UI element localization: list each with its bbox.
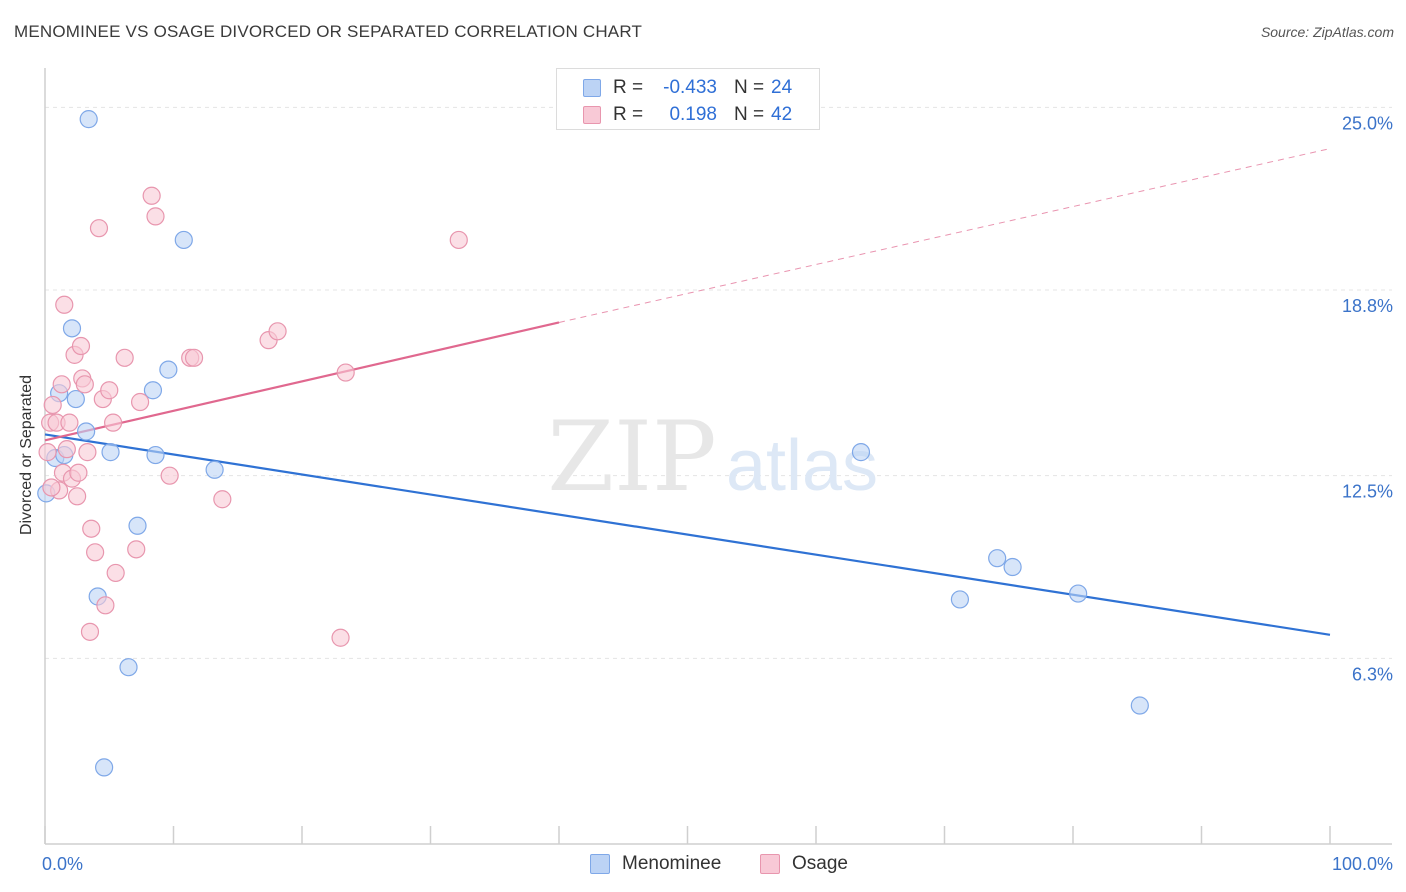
- y-tick-label: 25.0%: [1342, 113, 1393, 133]
- legend-swatch-osage: [760, 854, 780, 874]
- point-osage: [52, 375, 71, 394]
- point-menominee: [1130, 696, 1149, 715]
- menominee-n-value: 24: [771, 77, 793, 98]
- point-osage: [89, 219, 109, 238]
- legend-swatch-menominee: [590, 854, 610, 874]
- point-osage: [142, 186, 161, 205]
- point-menominee: [159, 360, 178, 379]
- axes: [44, 68, 1392, 845]
- point-osage: [69, 463, 88, 482]
- point-osage: [449, 230, 468, 250]
- point-osage: [78, 443, 97, 462]
- point-osage: [68, 487, 87, 506]
- point-menominee: [62, 319, 82, 338]
- stats-legend: R = -0.433 N = 24 R = 0.198 N = 42: [556, 68, 820, 130]
- osage-n-label: N =: [734, 104, 765, 125]
- data-points: [37, 110, 1149, 777]
- point-menominee: [66, 389, 85, 409]
- point-osage: [82, 519, 101, 538]
- tick-labels: 6.3% 12.5% 18.8% 25.0% 0.0% 100.0%: [42, 113, 1393, 874]
- menominee-r-label: R =: [613, 77, 644, 98]
- x-tick-label: 100.0%: [1332, 854, 1393, 874]
- menominee-n-label: N =: [734, 77, 765, 98]
- point-osage: [160, 466, 179, 485]
- point-menominee: [119, 658, 138, 677]
- legend-label-menominee: Menominee: [622, 853, 722, 874]
- point-menominee: [77, 422, 96, 441]
- point-menominee: [988, 549, 1007, 568]
- point-osage: [38, 443, 57, 462]
- point-osage: [115, 348, 134, 367]
- point-osage: [268, 322, 287, 341]
- legend-label-osage: Osage: [792, 853, 848, 874]
- point-osage: [127, 540, 146, 559]
- point-menominee: [79, 110, 98, 129]
- watermark-atlas: atlas: [726, 426, 878, 506]
- point-osage: [130, 392, 150, 412]
- menominee-r-value: -0.433: [663, 77, 717, 98]
- watermark-zip: ZIP: [547, 401, 716, 513]
- point-osage: [96, 596, 115, 615]
- x-tick-label: 0.0%: [42, 854, 83, 874]
- trend-line-extension-osage: [558, 148, 1331, 323]
- point-osage: [80, 622, 100, 641]
- point-osage: [336, 363, 355, 382]
- point-menominee: [205, 460, 224, 479]
- chart-title: MENOMINEE VS OSAGE DIVORCED OR SEPARATED…: [14, 22, 643, 41]
- osage-r-label: R =: [613, 104, 644, 125]
- point-osage: [213, 490, 232, 509]
- point-osage: [100, 381, 119, 400]
- point-menominee: [146, 445, 165, 465]
- point-osage: [55, 295, 74, 314]
- point-osage: [86, 543, 105, 562]
- menominee-swatch: [583, 79, 601, 97]
- point-menominee: [101, 443, 120, 462]
- point-osage: [57, 440, 76, 459]
- point-menominee: [1003, 557, 1022, 577]
- point-osage: [43, 395, 62, 415]
- point-osage: [146, 207, 165, 226]
- trend-lines: [44, 148, 1331, 636]
- point-osage: [71, 336, 91, 356]
- source-label: Source: ZipAtlas.com: [1260, 24, 1394, 40]
- point-menominee: [174, 230, 193, 250]
- stats-row-menominee: R = -0.433 N = 24: [557, 74, 819, 100]
- point-osage: [184, 348, 204, 367]
- point-osage: [331, 628, 350, 647]
- point-osage: [104, 413, 123, 432]
- point-menominee: [851, 443, 871, 462]
- point-osage: [42, 478, 61, 497]
- y-tick-label: 6.3%: [1352, 664, 1393, 684]
- point-osage: [60, 413, 79, 432]
- y-tick-label: 18.8%: [1342, 296, 1393, 316]
- point-osage: [106, 563, 125, 583]
- trend-line-menominee: [44, 433, 1331, 636]
- trend-line-osage: [44, 321, 560, 442]
- point-menominee: [128, 516, 147, 535]
- point-menominee: [950, 590, 970, 609]
- point-osage: [75, 375, 94, 394]
- osage-n-value: 42: [771, 104, 793, 125]
- osage-r-value: 0.198: [669, 104, 717, 125]
- grid-lines: [45, 106, 1392, 659]
- point-menominee: [143, 381, 163, 400]
- point-menominee: [1069, 584, 1088, 603]
- point-menominee: [95, 758, 114, 777]
- watermark: ZIP atlas: [547, 401, 878, 513]
- stats-row-osage: R = 0.198 N = 42: [557, 101, 819, 127]
- osage-swatch: [583, 106, 601, 124]
- y-tick-label: 12.5%: [1342, 482, 1393, 502]
